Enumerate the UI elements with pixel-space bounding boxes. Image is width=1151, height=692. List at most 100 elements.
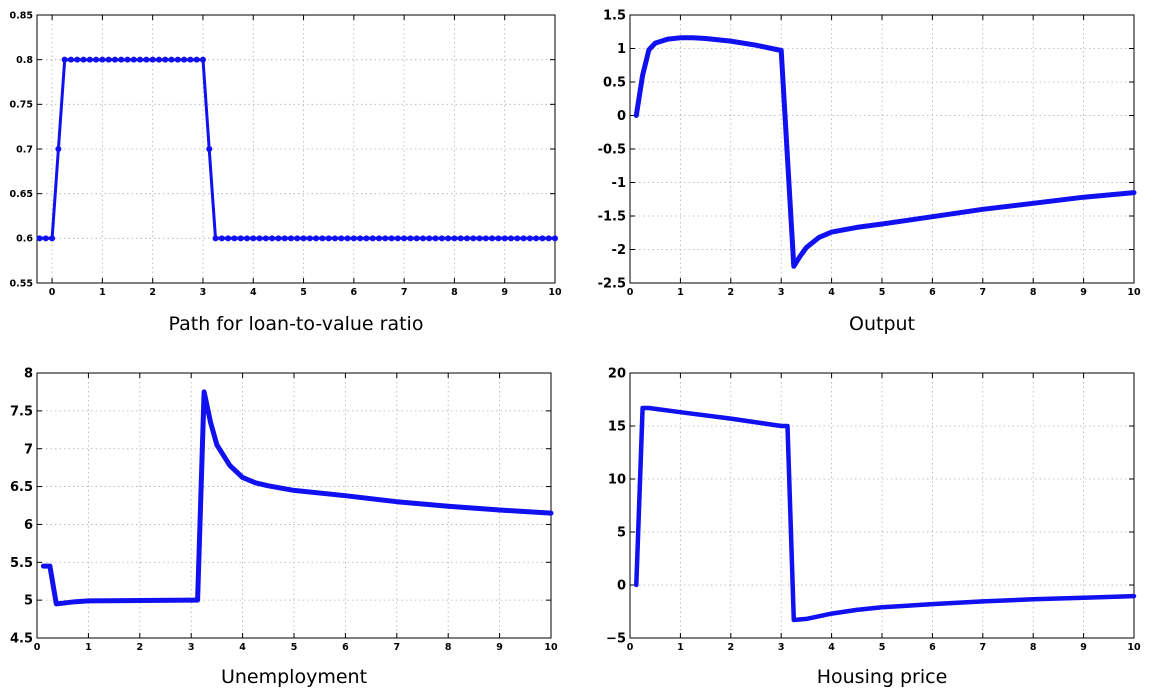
- x-tick-label: 4: [828, 287, 835, 298]
- data-point: [388, 235, 395, 242]
- data-point: [212, 235, 219, 242]
- x-tick-label: 8: [445, 642, 452, 653]
- y-tick-label: -1.5: [598, 210, 626, 225]
- data-point: [61, 56, 68, 63]
- y-tick-label: 0.65: [10, 189, 33, 200]
- x-tick-label: 1: [677, 642, 684, 653]
- data-point: [287, 235, 294, 242]
- data-point: [118, 56, 125, 63]
- y-tick-label: -1: [612, 176, 626, 191]
- data-point: [463, 235, 470, 242]
- x-tick-label: 5: [879, 642, 886, 653]
- data-point: [55, 146, 62, 152]
- x-tick-label: 1: [99, 287, 106, 298]
- data-point: [325, 235, 332, 242]
- x-tick-label: 2: [727, 287, 734, 298]
- x-tick-label: 7: [979, 287, 986, 298]
- y-tick-label: 0.75: [10, 100, 33, 111]
- data-point: [375, 235, 382, 242]
- y-tick-label: 8: [24, 367, 33, 382]
- x-tick-label: 5: [291, 642, 298, 653]
- data-point: [507, 235, 514, 242]
- y-tick-label: 0.8: [16, 55, 33, 66]
- x-tick-label: 0: [627, 287, 634, 298]
- x-tick-label: 8: [1030, 287, 1037, 298]
- data-point: [42, 235, 49, 242]
- x-tick-label: 0: [627, 642, 634, 653]
- data-point: [137, 56, 144, 63]
- data-point: [407, 235, 414, 242]
- x-tick-label: 5: [300, 287, 307, 298]
- x-tick-label: 2: [149, 287, 156, 298]
- y-tick-label: 0.85: [10, 10, 33, 21]
- x-tick-label: 7: [401, 287, 408, 298]
- x-tick-label: 10: [1127, 642, 1141, 653]
- data-point: [193, 56, 200, 63]
- y-tick-label: -2.5: [598, 277, 626, 292]
- data-point: [237, 235, 244, 242]
- x-tick-label: 8: [1030, 642, 1037, 653]
- data-point: [482, 235, 489, 242]
- data-point: [218, 235, 225, 242]
- data-point: [382, 235, 389, 242]
- chart-title: Output: [849, 313, 915, 335]
- data-point: [533, 235, 540, 242]
- data-point: [520, 235, 527, 242]
- x-tick-label: 6: [929, 287, 936, 298]
- data-point: [363, 235, 370, 242]
- chart-panel-output: 0 1 2 3 4 5 6 7 8 9 10 -2.5 -2 -1.5 -1 -0.5 0 0.5 1 1.5 Outp…: [598, 9, 1141, 335]
- x-tick-label: 1: [85, 642, 92, 653]
- y-tick-label: 0: [617, 579, 626, 594]
- x-tick-label: 5: [879, 287, 886, 298]
- data-point: [281, 235, 288, 242]
- data-point: [294, 235, 301, 242]
- chart-title: Path for loan-to-value ratio: [169, 313, 424, 335]
- y-tick-label: 0.55: [10, 278, 33, 289]
- data-point: [419, 235, 426, 242]
- x-tick-label: 10: [1127, 287, 1141, 298]
- x-tick-label: 8: [451, 287, 458, 298]
- data-point: [149, 56, 156, 63]
- data-point: [331, 235, 338, 242]
- data-point: [93, 56, 100, 63]
- data-point: [231, 235, 238, 242]
- data-point: [489, 235, 496, 242]
- data-point: [67, 56, 74, 63]
- data-point: [539, 235, 546, 242]
- x-tick-label: 9: [1080, 642, 1087, 653]
- data-point: [168, 56, 175, 63]
- data-point: [269, 235, 276, 242]
- x-tick-label: 6: [351, 287, 358, 298]
- data-point: [432, 235, 439, 242]
- y-tick-label: 6.5: [10, 480, 33, 495]
- data-point: [105, 56, 112, 63]
- data-point: [86, 56, 93, 63]
- data-point: [300, 235, 307, 242]
- y-tick-label: −5: [606, 632, 626, 647]
- data-point: [262, 235, 269, 242]
- y-tick-label: 0.6: [16, 234, 33, 245]
- data-point: [99, 56, 106, 63]
- x-tick-label: 7: [979, 642, 986, 653]
- data-point: [445, 235, 452, 242]
- x-tick-label: 3: [778, 642, 785, 653]
- x-tick-label: 3: [778, 287, 785, 298]
- data-point: [130, 56, 137, 63]
- data-point: [74, 56, 81, 63]
- x-tick-label: 1: [677, 287, 684, 298]
- y-tick-label: -0.5: [598, 143, 626, 158]
- data-point: [206, 146, 213, 152]
- data-point: [495, 235, 502, 242]
- y-tick-label: 1: [617, 42, 626, 57]
- data-point: [470, 235, 477, 242]
- data-point: [256, 235, 263, 242]
- x-tick-label: 0: [49, 287, 56, 298]
- x-tick-label: 6: [342, 642, 349, 653]
- data-point: [225, 235, 232, 242]
- y-tick-label: 5: [617, 526, 626, 541]
- data-point: [344, 235, 351, 242]
- y-tick-label: 10: [608, 473, 626, 488]
- chart-title: Housing price: [817, 666, 948, 688]
